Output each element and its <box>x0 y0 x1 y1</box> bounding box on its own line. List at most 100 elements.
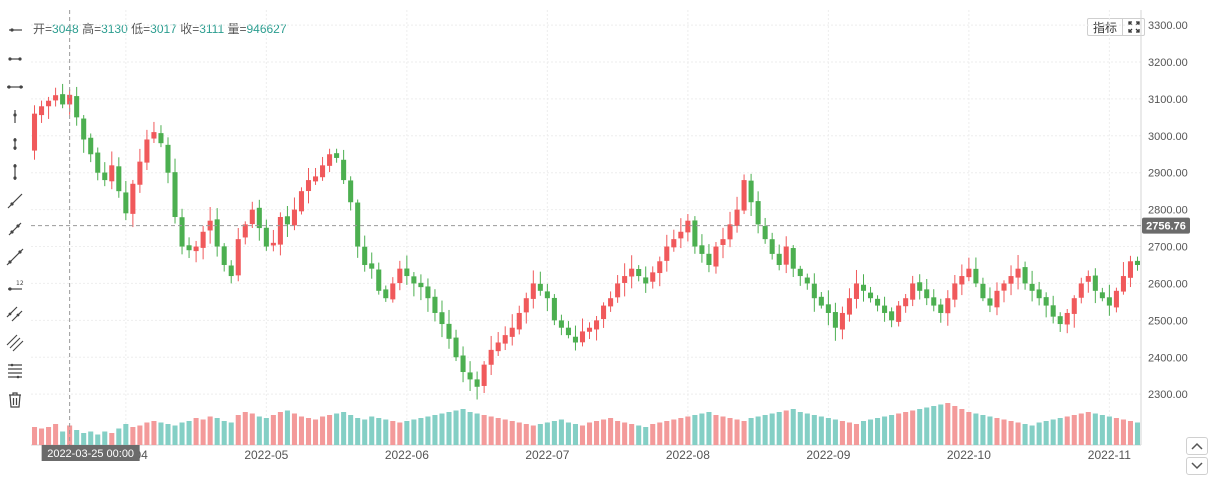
volume-bar <box>235 415 241 445</box>
segment-tool[interactable] <box>4 218 26 240</box>
scroll-down-button[interactable] <box>1186 457 1208 475</box>
volume-bar <box>411 419 417 445</box>
candle-body <box>776 253 782 265</box>
volume-bar <box>1085 412 1091 445</box>
fibonacci-icon <box>8 363 22 379</box>
candle-body <box>1120 276 1126 292</box>
volume-bar <box>924 407 930 445</box>
volume-bar <box>741 421 747 445</box>
volume-bar <box>390 421 396 445</box>
scroll-up-button[interactable] <box>1186 437 1208 455</box>
volume-bar <box>467 412 473 445</box>
candle-body <box>481 364 487 386</box>
candle-body <box>615 283 621 298</box>
candle-body <box>474 379 480 387</box>
x-tick-label: 2022-06 <box>385 448 429 462</box>
candle-body <box>376 269 382 291</box>
trash-tool[interactable] <box>4 389 26 411</box>
candle-body <box>144 139 150 163</box>
volume-bar <box>811 415 817 445</box>
horizontal-ray-tool[interactable] <box>4 19 26 41</box>
volume-bar <box>60 431 66 445</box>
parallel-line-tool[interactable] <box>4 303 26 325</box>
volume-bar <box>74 430 80 445</box>
volume-bar <box>903 412 909 445</box>
candle-body <box>249 209 255 225</box>
parallel-line-icon <box>6 306 23 322</box>
candle-body <box>713 246 719 267</box>
candle-body <box>221 246 227 265</box>
vertical-segment-tool[interactable] <box>4 133 26 155</box>
candle-body <box>1043 297 1049 306</box>
volume-bar <box>277 412 283 445</box>
horizontal-segment-tool[interactable] <box>4 48 26 70</box>
horizontal-segment-icon <box>8 57 22 61</box>
volume-bar <box>980 415 986 445</box>
volume-bar <box>1022 424 1028 445</box>
volume-bar <box>776 412 782 445</box>
horizontal-line-tool[interactable] <box>4 76 26 98</box>
price-line-tool[interactable]: 123 <box>4 275 26 297</box>
volume-bar <box>305 418 312 445</box>
candle-body <box>952 283 958 300</box>
candle-body <box>1078 283 1084 298</box>
candle-body <box>853 283 860 299</box>
volume-bar <box>165 424 171 445</box>
candle-body <box>931 297 937 306</box>
candle-body <box>692 220 698 247</box>
candle-body <box>67 94 73 105</box>
candle-body <box>783 246 789 265</box>
volume-bar <box>102 431 108 445</box>
candle-body <box>565 327 571 336</box>
volume-bar <box>748 418 754 445</box>
volume-bar <box>1008 421 1014 445</box>
volume-bar <box>481 415 487 445</box>
volume-bar <box>769 413 775 445</box>
volume-bar <box>1134 422 1141 445</box>
volume-bar <box>1050 419 1056 445</box>
volume-bar <box>860 421 867 445</box>
indicators-button[interactable]: 指标 <box>1087 18 1124 36</box>
volume-bar <box>228 422 234 445</box>
volume-bar <box>193 418 199 445</box>
volume-bar <box>832 419 838 445</box>
volume-bar <box>425 416 431 445</box>
candle-body <box>137 161 143 185</box>
candle-body <box>235 239 241 276</box>
candle-body <box>179 217 185 247</box>
fullscreen-button[interactable] <box>1123 18 1146 36</box>
price-channel-icon <box>6 334 24 352</box>
volume-bar <box>284 410 290 445</box>
candle-body <box>910 283 916 300</box>
volume-bar <box>1015 422 1021 445</box>
volume-bar <box>320 416 326 445</box>
volume-bar <box>200 419 206 445</box>
vertical-line-tool[interactable] <box>4 161 26 183</box>
candle-body <box>727 224 733 240</box>
volume-bar <box>130 427 136 445</box>
candle-body <box>425 286 431 299</box>
volume-bar <box>158 422 164 445</box>
volume-bar <box>671 419 677 445</box>
straight-line-tool[interactable] <box>4 246 26 268</box>
candle-body <box>1022 267 1028 284</box>
candle-body <box>432 296 438 313</box>
volume-bar <box>488 416 494 445</box>
candle-body <box>158 133 164 144</box>
volume-bar <box>1057 418 1063 445</box>
ray-tool[interactable] <box>4 190 26 212</box>
crosshair-time-label: 2022-03-25 00:00 <box>47 448 134 460</box>
candle-body <box>706 253 712 265</box>
candle-body <box>404 268 410 277</box>
volume-bar <box>186 421 192 445</box>
candle-body <box>320 165 326 178</box>
volume-bar <box>263 418 269 445</box>
volume-bar <box>53 424 59 445</box>
volume-bar <box>959 409 965 445</box>
fibonacci-tool[interactable] <box>4 360 26 382</box>
vertical-ray-tool[interactable] <box>4 105 26 127</box>
candle-body <box>755 201 761 225</box>
candle-body <box>495 342 501 352</box>
price-channel-tool[interactable] <box>4 332 26 354</box>
